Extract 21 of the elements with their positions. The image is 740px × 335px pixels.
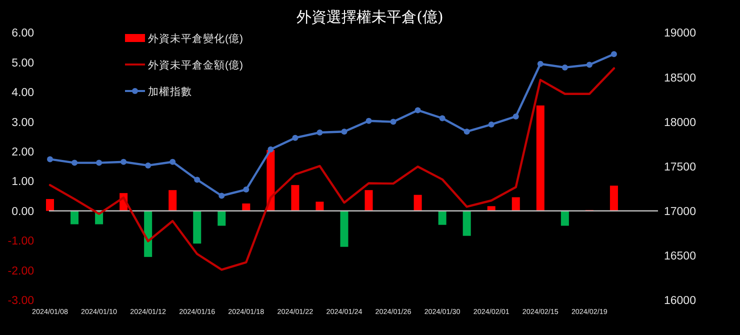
y2-tick-label: 16500 xyxy=(664,250,696,262)
legend-label: 外資未平倉變化(億) xyxy=(148,32,243,45)
y2-tick-label: 17000 xyxy=(664,206,696,218)
y-tick-label: 2.00 xyxy=(12,146,34,158)
y2-tick-label: 18500 xyxy=(664,72,696,84)
y-tick-label: -3.00 xyxy=(8,295,34,307)
y-tick-label: 3.00 xyxy=(12,116,34,129)
y-tick-label: -2.00 xyxy=(8,265,34,278)
y-tick-label: 4.00 xyxy=(12,87,34,100)
y2-tick-label: 18000 xyxy=(664,116,696,129)
y-tick-label: 0.00 xyxy=(12,206,34,218)
y2-tick-label: 16000 xyxy=(664,295,696,307)
y-tick-label: 1.00 xyxy=(12,176,34,188)
y-tick-label: 5.00 xyxy=(12,57,34,70)
y-tick-label: -1.00 xyxy=(8,236,34,248)
y2-tick-label: 17500 xyxy=(664,161,696,174)
legend-label: 外資未平倉金額(億) xyxy=(148,58,243,72)
y-tick-label: 6.00 xyxy=(12,28,34,40)
chart-title: 外資選擇權未平倉(億) xyxy=(296,8,444,26)
legend-label: 加權指數 xyxy=(148,85,192,98)
y2-tick-label: 19000 xyxy=(664,28,696,40)
